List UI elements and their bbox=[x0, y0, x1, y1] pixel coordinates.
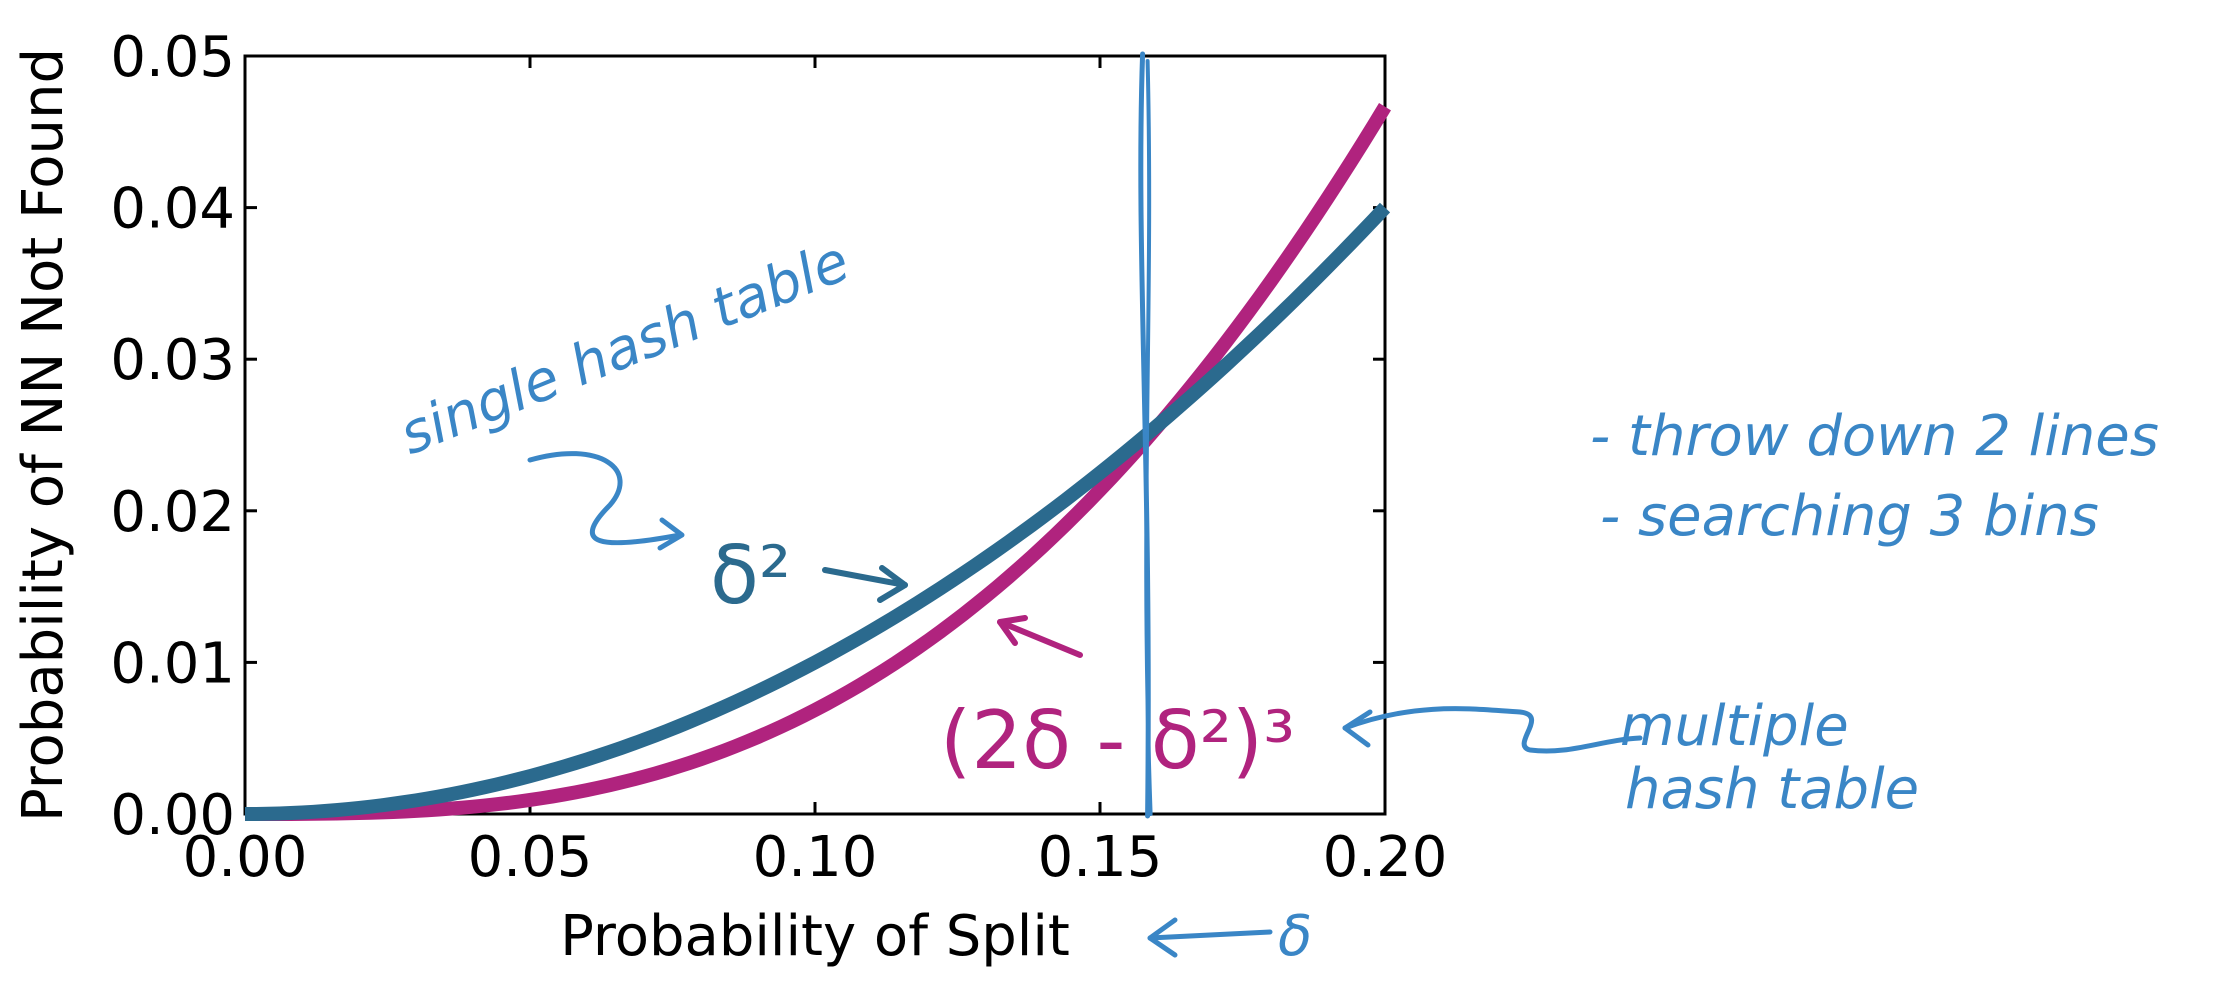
series-line-delta-squared bbox=[244, 202, 1391, 821]
single-hash-arrow-head bbox=[657, 517, 685, 551]
ticks: 0.00 0.05 0.10 0.15 0.20 0.00 0.01 0.02 0.03 0.04… bbox=[110, 25, 1447, 890]
formula-arrow bbox=[997, 619, 1083, 658]
x-tick-label: 0.15 bbox=[1038, 825, 1163, 890]
y-axis-label: Probability of NN Not Found bbox=[11, 48, 76, 822]
y-tick-label: 0.04 bbox=[110, 177, 235, 242]
y-tick-label: 0.05 bbox=[110, 25, 235, 90]
y-tick-label: 0.03 bbox=[110, 328, 235, 393]
single-hash-arrow-curve bbox=[527, 451, 683, 546]
x-axis-label: Probability of Split bbox=[560, 904, 1070, 969]
y-tick-label: 0.00 bbox=[110, 783, 235, 848]
delta-symbol-note: δ bbox=[1278, 904, 1312, 969]
delta-arrow bbox=[1147, 929, 1273, 941]
single-hash-table-note: single hash table bbox=[391, 229, 858, 468]
vertical-marker-line-retrace bbox=[1144, 59, 1153, 816]
hash-table-note: hash table bbox=[1625, 757, 1919, 822]
x-tick-label: 0.05 bbox=[468, 825, 593, 890]
multiple-hash-arrow-head bbox=[1342, 709, 1373, 748]
multi-formula-label: (2δ - δ²)³ bbox=[940, 694, 1295, 787]
note-line-2: - searching 3 bins bbox=[1600, 484, 2099, 549]
series-layer bbox=[244, 51, 1391, 821]
x-tick-label: 0.00 bbox=[183, 825, 308, 890]
delta-squared-arrow bbox=[822, 567, 908, 588]
x-tick-label: 0.20 bbox=[1323, 825, 1448, 890]
formula-arrow-head bbox=[997, 615, 1028, 646]
x-tick-label: 0.10 bbox=[753, 825, 878, 890]
multiple-hash-arrow-curve bbox=[1342, 706, 1643, 754]
delta-arrow-head bbox=[1147, 917, 1178, 958]
y-tick-label: 0.01 bbox=[110, 631, 235, 696]
delta-squared-arrow-head bbox=[877, 565, 908, 603]
multiple-note: multiple bbox=[1620, 694, 1849, 759]
series-line-multi-table bbox=[245, 103, 1391, 821]
note-line-1: - throw down 2 lines bbox=[1590, 404, 2159, 469]
delta-squared-label: δ² bbox=[710, 529, 791, 622]
y-tick-label: 0.02 bbox=[110, 480, 235, 545]
